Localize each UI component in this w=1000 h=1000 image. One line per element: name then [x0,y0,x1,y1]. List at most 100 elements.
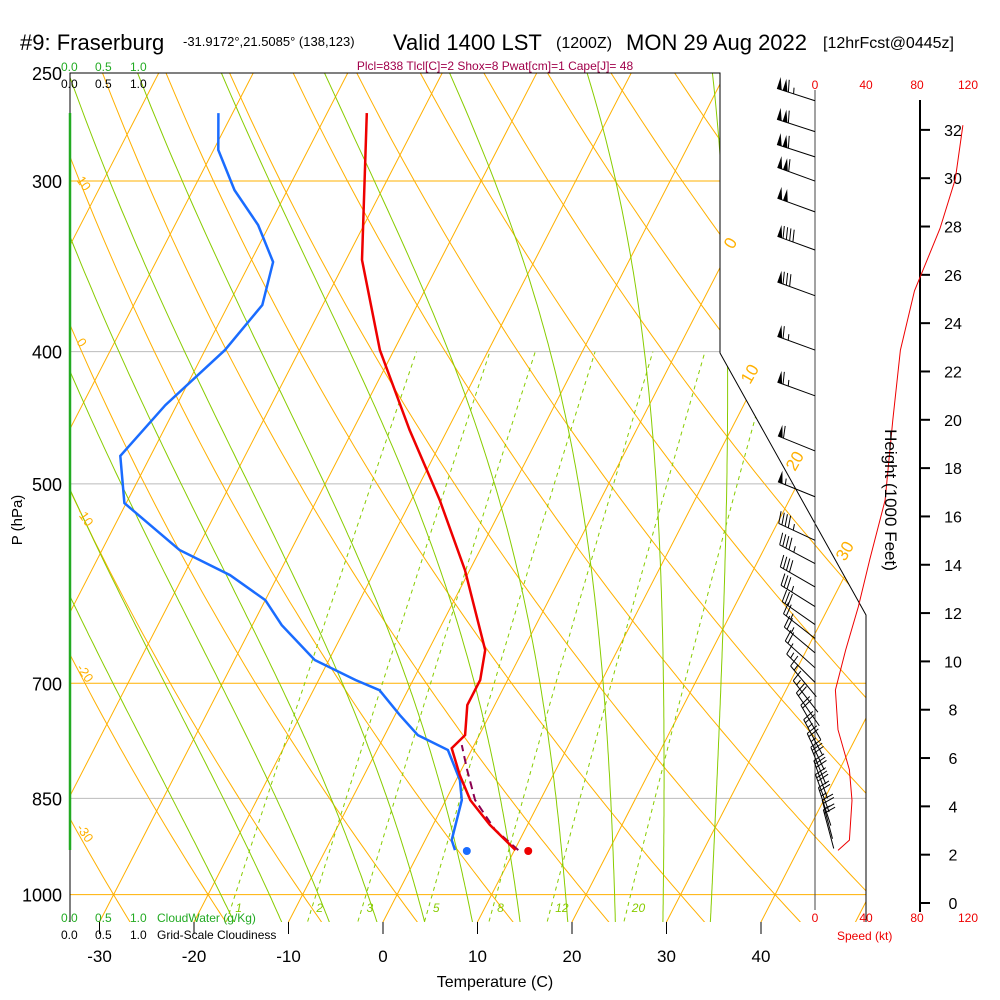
barb-feather [785,604,792,617]
mixing-ratio-label: 20 [631,901,646,915]
barb-feather [786,618,793,630]
barb-pennant [776,77,782,90]
moist-adiabat [313,73,569,922]
wind-barb [778,511,816,541]
barb-feather [781,589,788,602]
temperature-tick-label: 40 [752,947,771,966]
isotherm-label: 0 [720,234,741,252]
barb-feather [803,710,814,720]
speed-tick-label: 80 [910,78,924,92]
barb-feather [787,632,795,644]
isotherm-label: 10 [737,361,763,387]
barb-half-feather [787,379,790,387]
zulu-time: (1200Z) [556,35,612,52]
speed-axis-title: Speed (kt) [837,929,892,943]
barb-pennant [777,370,783,384]
moist-adiabat [70,73,380,922]
isotherm [189,73,645,922]
moist-adiabat [127,73,475,922]
height-tick-label: 2 [949,848,958,865]
barb-pennant [777,325,783,339]
wind-speed-line [834,125,964,851]
cloud-scale: 0.0 0.5 1.0 0.0 0.5 1.0 0.0 0.5 1.0 Clou… [61,60,276,942]
height-tick-label: 14 [944,558,962,575]
barb-staff [780,584,816,607]
barb-feather [779,554,785,568]
barb-feather [813,745,824,755]
height-tick-label: 24 [944,316,962,333]
barb-feather [787,515,792,528]
barb-feather [782,326,785,339]
wind-barb [777,225,816,251]
barb-feather [802,699,812,709]
moist-adiabat [70,73,427,922]
wind-barb [790,655,817,697]
barb-half-feather [787,334,790,341]
barb-feather [792,670,802,681]
dry-adiabat-label: 10 [74,173,95,193]
barb-half-feather [790,613,794,620]
barb-half-feather [790,652,795,659]
wind-barb [792,670,819,713]
barb-feather [789,274,792,287]
height-tick-label: 20 [944,413,962,430]
barb-pennant [782,78,788,92]
y-axis-title: P (hPa) [9,495,26,546]
wind-barb [777,325,816,351]
moist-adiabat [438,73,616,922]
barb-feather [786,643,794,655]
barb-staff [778,522,816,541]
barb-feather [782,425,786,439]
height-tick-label: 16 [944,509,962,526]
barb-feather [815,759,827,768]
speed-tick-label: 0 [812,78,819,92]
temperature-tick-label: 10 [468,947,487,966]
barb-feather [819,783,831,792]
isotherm [851,73,866,922]
wind-barb [776,77,816,102]
temperature-tick-label: 20 [563,947,582,966]
speed-tick-label: 40 [859,911,873,925]
barb-staff [795,692,820,727]
mixing-ratio-line [304,351,491,922]
station-title: #9: Fraserburg [20,30,164,55]
cw-tick: 1.0 [130,911,147,925]
height-axis-title: Height (1000 Feet) [881,429,900,571]
barb-pennant [783,188,788,202]
height-tick-label: 22 [944,364,962,381]
mixing-ratio-line [223,351,417,922]
dry-adiabat [218,73,808,922]
barb-feather [824,806,836,814]
dry-adiabat [70,73,520,922]
pressure-tick-label: 300 [32,172,62,192]
barb-pennant [777,186,783,200]
height-tick-label: 26 [944,268,962,285]
height-tick-label: 30 [944,171,962,188]
barb-staff [790,665,817,697]
barb-staff [784,640,816,669]
moist-adiabat [70,73,286,922]
moist-adiabat [210,73,522,922]
speed-tick-label: 40 [859,78,873,92]
isotherm [70,73,361,922]
barb-staff [777,166,816,182]
mixing-ratio-label: 3 [367,901,374,915]
cloudiness-tick: 1.0 [130,77,147,91]
dry-adiabat [973,49,1000,929]
barb-half-feather [810,737,817,743]
dewpoint-line [119,113,464,851]
isotherm [70,73,172,922]
dry-adiabat [281,73,866,922]
axis-labels: 1 2 3 5 8 12 20100-10-20-300102030250300400500… [22,64,978,966]
barb-feather [813,753,825,762]
barb-staff [792,680,819,713]
pressure-tick-label: 850 [32,789,62,809]
isotherm [70,73,267,922]
barb-staff [777,197,816,213]
barb-staff [777,335,816,351]
barb-feather [806,725,818,734]
barb-staff [821,799,833,839]
barb-staff [822,809,835,849]
barb-staff [779,544,816,565]
